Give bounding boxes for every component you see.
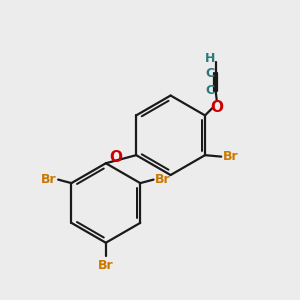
Text: Br: Br xyxy=(98,259,114,272)
Text: C: C xyxy=(206,85,215,98)
Text: O: O xyxy=(210,100,223,115)
Text: Br: Br xyxy=(41,173,57,186)
Text: Br: Br xyxy=(223,150,238,163)
Text: Br: Br xyxy=(155,173,171,186)
Text: H: H xyxy=(205,52,215,65)
Text: C: C xyxy=(206,67,215,80)
Text: O: O xyxy=(109,150,122,165)
